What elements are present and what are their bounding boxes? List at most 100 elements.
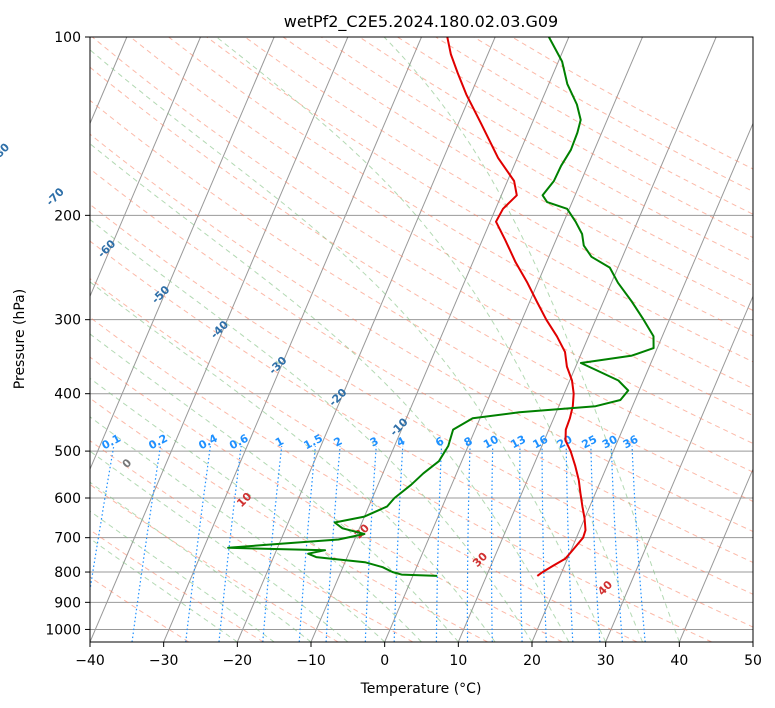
dry-adiabat	[282, 37, 753, 312]
dry-adiabat	[90, 66, 753, 473]
mixing-ratio-label: 0.2	[146, 432, 169, 453]
y-tick-label: 100	[54, 30, 81, 46]
mixing-ratio-line	[541, 445, 547, 642]
isotherm-line	[752, 640, 753, 642]
mixing-ratio-label: 20	[555, 433, 575, 452]
mixing-ratio-label: 13	[508, 433, 528, 452]
x-tick-label: 0	[380, 653, 389, 669]
dry-adiabat	[90, 240, 753, 628]
x-tick-label: 50	[744, 653, 762, 669]
mixing-ratio-label: 16	[531, 433, 551, 452]
mixing-ratio-line	[364, 445, 377, 642]
isotherm-label: -70	[44, 185, 67, 208]
y-tick-label: 200	[54, 208, 81, 224]
dry-adiabat	[90, 440, 414, 642]
dry-adiabat	[206, 37, 753, 363]
moist-adiabat	[90, 333, 459, 642]
dry-adiabat-label: 0	[120, 456, 135, 471]
mixing-ratio-label: 30	[600, 433, 620, 452]
mixing-ratio-line	[131, 445, 162, 642]
mixing-ratio-line	[298, 445, 316, 642]
dewpoint-profile-line	[227, 37, 655, 577]
mixing-ratio-line	[325, 445, 341, 642]
mixing-ratio-line	[466, 445, 471, 642]
x-tick-label: −20	[223, 653, 253, 669]
x-tick-label: 20	[523, 653, 541, 669]
y-tick-label: 1000	[45, 622, 81, 638]
isotherm-label: -30	[266, 354, 289, 377]
mixing-ratio-line	[631, 445, 646, 642]
mixing-ratio-label: 8	[462, 434, 475, 449]
y-tick-label: 300	[54, 313, 81, 329]
y-tick-label: 500	[54, 444, 81, 460]
dry-adiabat	[90, 356, 563, 642]
dry-adiabat	[90, 576, 190, 642]
isotherm-line	[236, 37, 496, 642]
dry-adiabat	[90, 529, 264, 642]
mixing-ratio-line	[90, 445, 115, 594]
mixing-ratio-line	[519, 445, 523, 642]
isotherm-line	[384, 37, 643, 642]
mixing-ratio-label: 1.5	[302, 432, 325, 453]
dry-adiabat	[435, 37, 753, 215]
moist-adiabat	[90, 218, 533, 642]
dry-adiabat	[90, 168, 753, 563]
mixing-ratio-label: 2	[332, 434, 345, 449]
isotherm-label: -80	[0, 140, 12, 163]
isotherm-line	[678, 467, 753, 642]
x-tick-label: −40	[75, 653, 105, 669]
mixing-ratio-line	[435, 445, 443, 642]
mixing-ratio-label: 10	[481, 433, 501, 452]
isotherm-line	[90, 37, 349, 642]
mixing-ratio-line	[590, 445, 601, 642]
x-axis: −40 −30 −20 −10 0 10 20 30 40 50	[75, 642, 762, 669]
dry-adiabat	[359, 37, 753, 263]
dry-adiabat	[90, 203, 753, 595]
dry-adiabat-label: 10	[234, 490, 254, 510]
isotherm-line	[90, 37, 201, 298]
y-tick-label: 400	[54, 387, 81, 403]
x-tick-label: 10	[449, 653, 467, 669]
isotherm-label: -10	[387, 415, 410, 438]
x-axis-label: Temperature (°C)	[360, 681, 482, 697]
mixing-ratio-label: 36	[621, 433, 641, 452]
moist-adiabat	[383, 37, 680, 642]
y-tick-label: 700	[54, 531, 81, 547]
mixing-ratio-line	[565, 445, 574, 642]
mixing-ratio-label: 1	[273, 434, 286, 449]
series-layer	[227, 37, 655, 577]
mixing-ratio-label: 25	[580, 433, 600, 452]
dry-adiabat	[511, 37, 753, 170]
isotherm-line	[457, 37, 717, 642]
isotherm-line	[531, 122, 753, 642]
plot-frame	[89, 36, 754, 643]
mixing-ratio-label: 6	[433, 434, 446, 449]
y-tick-label: 600	[54, 491, 81, 507]
x-tick-label: −30	[149, 653, 179, 669]
isotherm-line	[605, 295, 753, 642]
mixing-ratio-line	[610, 445, 623, 642]
moist-adiabat	[90, 537, 238, 642]
isotherm-label: -60	[95, 237, 118, 260]
mixing-ratio-label: 0.1	[100, 432, 123, 453]
y-tick-label: 900	[54, 595, 81, 611]
isotherm-line	[163, 37, 422, 642]
dry-adiabat	[168, 37, 753, 389]
moist-adiabat	[216, 37, 643, 642]
moist-adiabat	[90, 143, 570, 642]
y-axis-label: Pressure (hPa)	[12, 289, 28, 389]
mixing-ratio-line	[185, 445, 211, 642]
dry-adiabat-label: 30	[470, 549, 490, 569]
mixing-ratio-label: 3	[368, 434, 381, 449]
moist-adiabat	[90, 377, 422, 642]
mixing-ratio-line	[393, 445, 404, 642]
dry-adiabat	[90, 278, 712, 642]
moist-adiabat	[90, 416, 386, 642]
moist-adiabat	[90, 49, 607, 642]
moist-adiabat	[90, 481, 312, 642]
x-tick-label: −10	[296, 653, 326, 669]
x-tick-label: 40	[670, 653, 688, 669]
temperature-profile-line	[446, 37, 587, 577]
moist-adiabat	[90, 450, 349, 642]
